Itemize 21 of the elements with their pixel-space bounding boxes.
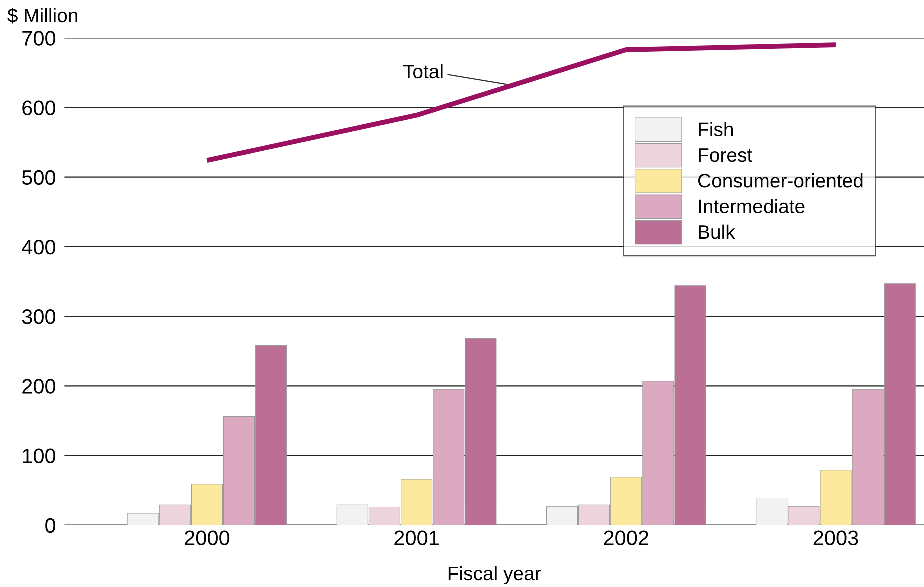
y-tick-label: 100 [23,448,56,464]
x-tick-label: 2002 [604,530,649,546]
legend-label: Bulk [699,224,736,240]
series-label: Total [403,64,443,79]
legend-label: Consumer-oriented [698,174,863,188]
legend-label: Fish [699,122,733,136]
y-tick-label: 200 [22,379,56,394]
y-tick-label: 0 [46,518,56,534]
legend-label: Forest [699,148,752,162]
y-tick-label: 700 [22,31,56,46]
y-tick-label: 300 [22,310,56,324]
y-tick-label: 600 [22,100,56,116]
y-tick-label: 400 [22,240,56,255]
y-axis-title: $ Million [8,8,78,24]
x-tick-label: 2001 [394,530,439,546]
line-series [204,42,838,164]
legend-label: Intermediate [699,199,805,214]
x-tick-label: 2003 [814,530,858,546]
y-tick-label: 500 [22,170,56,186]
x-tick-label: 2000 [185,530,230,546]
x-axis-title: Fiscal year [448,566,542,584]
